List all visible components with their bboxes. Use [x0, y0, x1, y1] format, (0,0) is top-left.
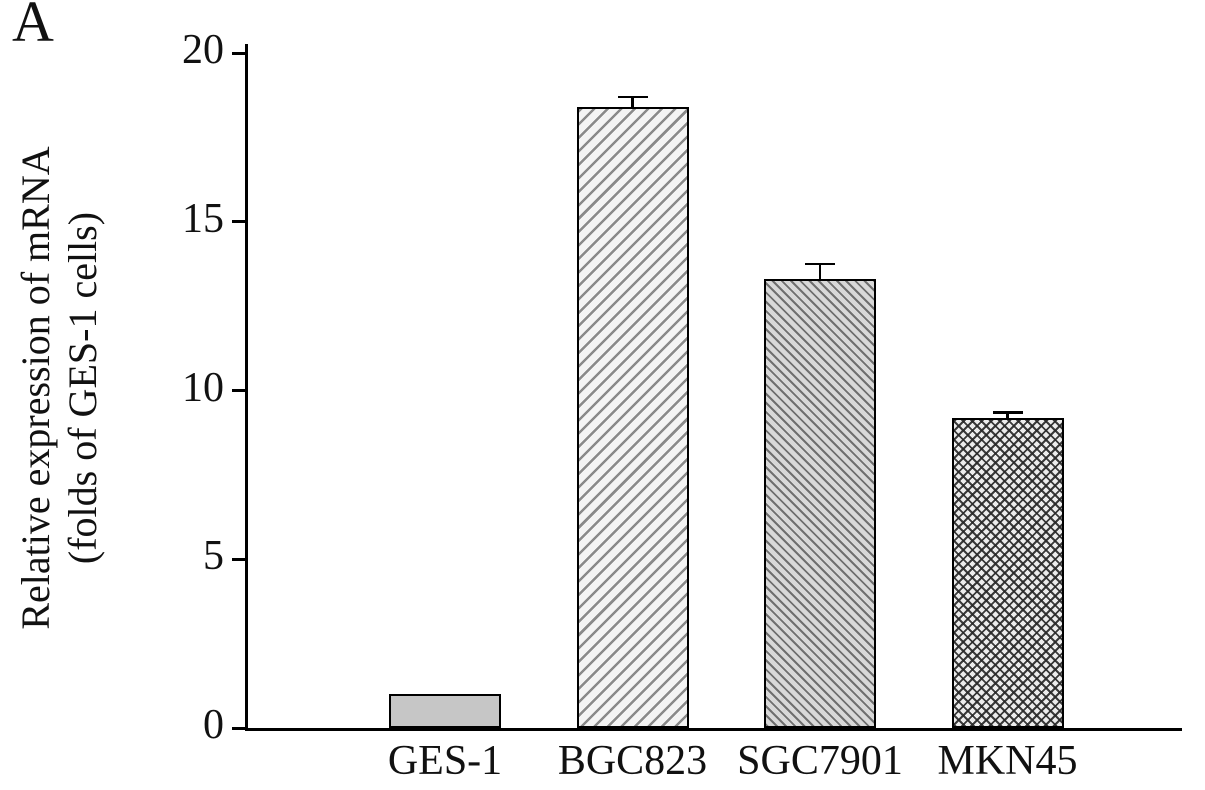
error-bar-cap-SGC7901 — [805, 262, 835, 266]
y-tick-label-10: 10 — [182, 364, 224, 411]
y-axis-line — [245, 44, 248, 731]
y-tick-mark-10 — [232, 389, 245, 392]
y-tick-label-5: 5 — [203, 533, 224, 580]
error-bar-cap-MKN45 — [992, 411, 1023, 414]
y-tick-label-20: 20 — [182, 27, 224, 73]
x-axis-line — [245, 728, 1182, 731]
x-tick-label-SGC7901: SGC7901 — [737, 738, 903, 784]
y-tick-mark-0 — [232, 726, 245, 730]
y-axis-title-line2: (folds of GES-1 cells) — [60, 211, 106, 565]
y-tick-mark-5 — [232, 557, 245, 561]
bar-SGC7901 — [764, 279, 876, 728]
error-bar-BGC823 — [631, 96, 634, 107]
x-tick-label-MKN45: MKN45 — [937, 738, 1078, 784]
x-tick-label-GES-1: GES-1 — [387, 738, 503, 784]
bar-GES-1 — [389, 694, 501, 728]
y-tick-mark-20 — [232, 51, 245, 55]
y-axis-title-line1: Relative expression of mRNA — [13, 146, 58, 630]
bar-MKN45 — [951, 417, 1064, 728]
bar-BGC823 — [576, 107, 689, 728]
y-axis-title: Relative expression of mRNA (folds of GE… — [12, 33, 132, 743]
panel-label: A — [12, 0, 54, 54]
y-tick-mark-15 — [232, 220, 245, 224]
error-bar-SGC7901 — [818, 263, 822, 280]
error-bar-MKN45 — [1006, 412, 1009, 418]
x-tick-label-BGC823: BGC823 — [557, 738, 708, 784]
y-tick-label-15: 15 — [182, 195, 224, 242]
error-bar-cap-BGC823 — [617, 95, 648, 99]
y-tick-label-0: 0 — [203, 702, 224, 748]
